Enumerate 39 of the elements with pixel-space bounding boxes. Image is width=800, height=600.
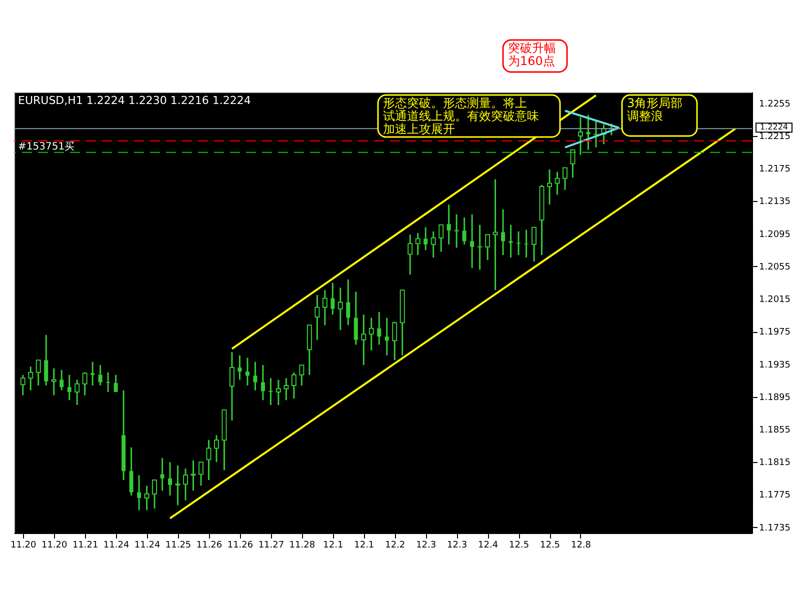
x-tick-label: 12.2	[385, 540, 406, 550]
y-tick-label: 1.2215	[759, 132, 790, 142]
y-tick-label: 1.1815	[759, 458, 790, 468]
y-tick-label: 1.1735	[759, 523, 790, 534]
text: 突破升幅为160点	[508, 41, 556, 68]
x-tick-label: 12.1	[323, 540, 344, 550]
y-tick-label: 1.1975	[759, 328, 790, 338]
x-tick-label: 11.20	[10, 540, 37, 550]
x-tick-label: 11.27	[258, 540, 284, 550]
x-tick-label: 11.28	[289, 540, 316, 550]
annotation: 形态突破。形态测量。将上试通道线上规。有效突破意味加速上攻展开	[383, 96, 539, 136]
y-tick-label: 1.2095	[759, 230, 790, 240]
ref-line-label: #153751买	[18, 141, 75, 152]
y-tick-label: 1.2055	[759, 262, 790, 272]
x-tick-label: 12.1	[354, 540, 374, 550]
chart-title: EURUSD,H1 1.2224 1.2230 1.2216 1.2224	[18, 94, 251, 107]
y-tick-label: 1.1895	[759, 392, 790, 403]
x-tick-label: 11.20	[41, 540, 68, 550]
x-tick-label: 12.5	[540, 540, 560, 550]
x-tick-label: 11.26	[196, 540, 222, 550]
x-tick-label: 11.21	[72, 540, 98, 550]
y-tick-label: 1.2135	[759, 197, 790, 208]
annotation: 3角形局部调整浪	[627, 96, 683, 123]
x-tick-label: 12.8	[570, 540, 592, 550]
ref-line-label: 1.2224	[760, 122, 788, 132]
y-tick-label: 1.2255	[759, 99, 790, 110]
x-tick-label: 11.26	[227, 540, 254, 550]
x-tick-label: 11.25	[165, 540, 192, 550]
y-tick-label: 1.1935	[759, 360, 790, 370]
x-tick-label: 12.5	[509, 540, 530, 550]
y-tick-label: 1.2175	[759, 164, 790, 175]
x-tick-label: 12.4	[478, 540, 498, 550]
y-tick-label: 1.2015	[759, 295, 790, 306]
y-tick-label: 1.1775	[759, 490, 790, 501]
y-tick-label: 1.1855	[759, 425, 790, 436]
x-tick-label: 12.3	[447, 540, 468, 550]
x-tick-label: 12.3	[416, 540, 436, 550]
x-tick-label: 11.24	[134, 540, 160, 550]
x-tick-label: 11.24	[103, 540, 130, 550]
